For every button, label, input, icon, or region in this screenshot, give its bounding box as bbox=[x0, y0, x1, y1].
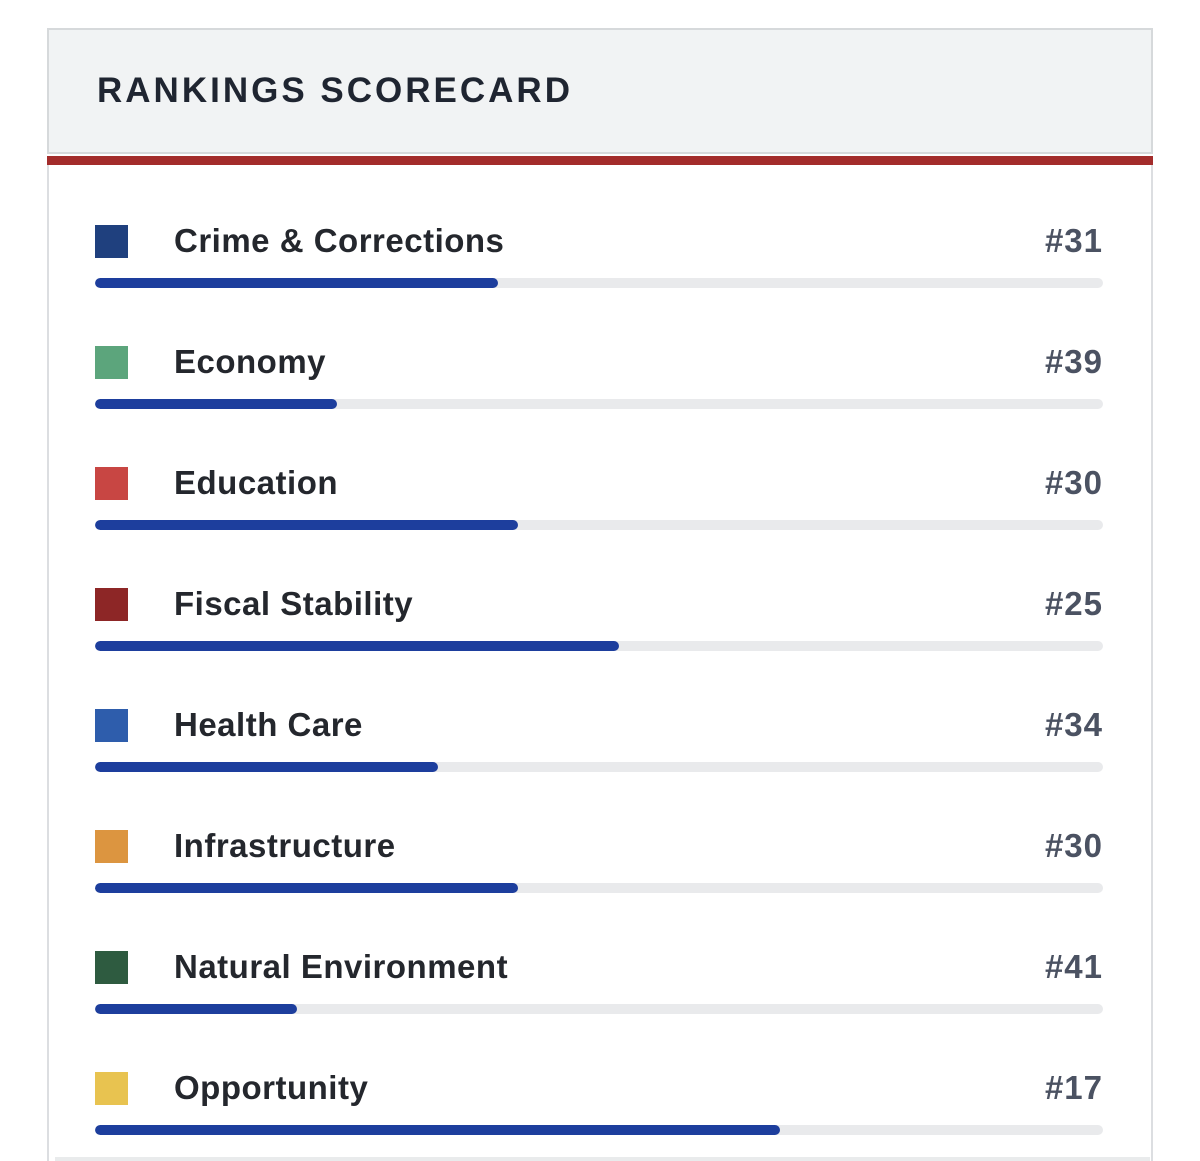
scorecard-row: Infrastructure #30 bbox=[95, 827, 1103, 893]
category-rank-value: #41 bbox=[1044, 948, 1103, 985]
card-header: RANKINGS SCORECARD bbox=[47, 28, 1153, 154]
scorecard-row-header: Natural Environment #41 bbox=[95, 948, 1103, 985]
scorecard-row-header: Economy #39 bbox=[95, 343, 1103, 380]
rank-bar-fill bbox=[95, 762, 438, 772]
rank-bar-track bbox=[95, 762, 1103, 772]
scorecard-row: Opportunity #17 bbox=[95, 1069, 1103, 1135]
category-label-link[interactable]: Health Care bbox=[174, 706, 363, 743]
category-label-link[interactable]: Economy bbox=[174, 343, 327, 380]
scorecard-row: Economy #39 bbox=[95, 343, 1103, 409]
scorecard-row: Health Care #34 bbox=[95, 706, 1103, 772]
scorecard-row: Fiscal Stability #25 bbox=[95, 585, 1103, 651]
category-label-link[interactable]: Crime & Corrections bbox=[174, 222, 505, 259]
scorecard-row-header: Health Care #34 bbox=[95, 706, 1103, 743]
rank-bar-fill bbox=[95, 1004, 297, 1014]
category-label-link[interactable]: Education bbox=[174, 464, 339, 501]
red-accent-divider bbox=[47, 156, 1153, 165]
category-color-swatch bbox=[95, 587, 128, 621]
category-label-link[interactable]: Natural Environment bbox=[174, 948, 509, 985]
rank-bar-track bbox=[95, 399, 1103, 409]
scorecard-row: Education #30 bbox=[95, 464, 1103, 530]
scorecard-row: Natural Environment #41 bbox=[95, 948, 1103, 1014]
rank-bar-fill bbox=[95, 1125, 781, 1135]
card-title: RANKINGS SCORECARD bbox=[97, 71, 573, 110]
scorecard-row-header: Fiscal Stability #25 bbox=[95, 585, 1103, 622]
scorecard-row-header: Education #30 bbox=[95, 464, 1103, 501]
rank-bar-fill bbox=[95, 399, 337, 409]
rank-bar-track bbox=[95, 883, 1103, 893]
rank-bar-fill bbox=[95, 641, 620, 651]
category-rank-value: #30 bbox=[1044, 464, 1103, 501]
scorecard-rows: Crime & Corrections #31 Economy #39 Educ… bbox=[95, 222, 1103, 1135]
category-color-swatch bbox=[95, 224, 128, 258]
category-rank-value: #31 bbox=[1044, 222, 1103, 259]
card-body: Crime & Corrections #31 Economy #39 Educ… bbox=[47, 165, 1153, 1161]
scorecard-row-header: Crime & Corrections #31 bbox=[95, 222, 1103, 259]
next-section-edge bbox=[55, 1157, 1150, 1161]
category-color-swatch bbox=[95, 829, 128, 863]
category-rank-value: #17 bbox=[1044, 1069, 1103, 1106]
scorecard-row: Crime & Corrections #31 bbox=[95, 222, 1103, 288]
rank-bar-fill bbox=[95, 883, 519, 893]
category-label-link[interactable]: Opportunity bbox=[174, 1069, 369, 1106]
category-color-swatch bbox=[95, 950, 128, 984]
rankings-scorecard-card: RANKINGS SCORECARD Crime & Corrections #… bbox=[47, 28, 1153, 1161]
category-rank-value: #39 bbox=[1044, 343, 1103, 380]
rank-bar-track bbox=[95, 1004, 1103, 1014]
category-color-swatch bbox=[95, 466, 128, 500]
rank-bar-track bbox=[95, 1125, 1103, 1135]
rank-bar-fill bbox=[95, 520, 519, 530]
rank-bar-track bbox=[95, 641, 1103, 651]
category-color-swatch bbox=[95, 345, 128, 379]
category-color-swatch bbox=[95, 1071, 128, 1105]
category-label-link[interactable]: Infrastructure bbox=[174, 827, 396, 864]
category-rank-value: #34 bbox=[1044, 706, 1103, 743]
category-rank-value: #25 bbox=[1044, 585, 1103, 622]
scorecard-row-header: Opportunity #17 bbox=[95, 1069, 1103, 1106]
rank-bar-fill bbox=[95, 278, 499, 288]
rank-bar-track bbox=[95, 278, 1103, 288]
category-color-swatch bbox=[95, 708, 128, 742]
scorecard-row-header: Infrastructure #30 bbox=[95, 827, 1103, 864]
rank-bar-track bbox=[95, 520, 1103, 530]
category-label-link[interactable]: Fiscal Stability bbox=[174, 585, 414, 622]
category-rank-value: #30 bbox=[1044, 827, 1103, 864]
